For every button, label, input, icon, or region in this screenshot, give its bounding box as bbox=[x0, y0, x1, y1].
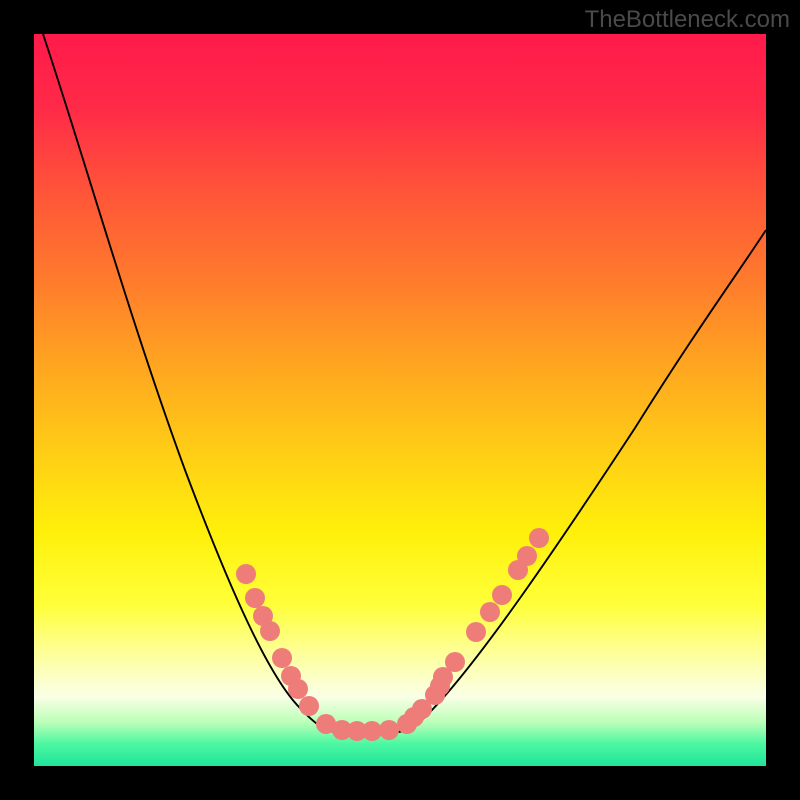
data-point-marker bbox=[379, 720, 399, 740]
data-point-marker bbox=[480, 602, 500, 622]
data-point-marker bbox=[260, 621, 280, 641]
marker-layer bbox=[34, 34, 766, 766]
data-point-marker bbox=[517, 546, 537, 566]
data-point-marker bbox=[529, 528, 549, 548]
data-point-marker bbox=[272, 648, 292, 668]
data-point-marker bbox=[236, 564, 256, 584]
data-point-marker bbox=[445, 652, 465, 672]
watermark-text: TheBottleneck.com bbox=[585, 6, 790, 34]
data-point-marker bbox=[245, 588, 265, 608]
chart-container: { "canvas": { "width": 800, "height": 80… bbox=[0, 0, 800, 800]
data-point-marker bbox=[466, 622, 486, 642]
data-point-marker bbox=[299, 696, 319, 716]
data-point-marker bbox=[492, 585, 512, 605]
plot-area bbox=[34, 34, 766, 766]
